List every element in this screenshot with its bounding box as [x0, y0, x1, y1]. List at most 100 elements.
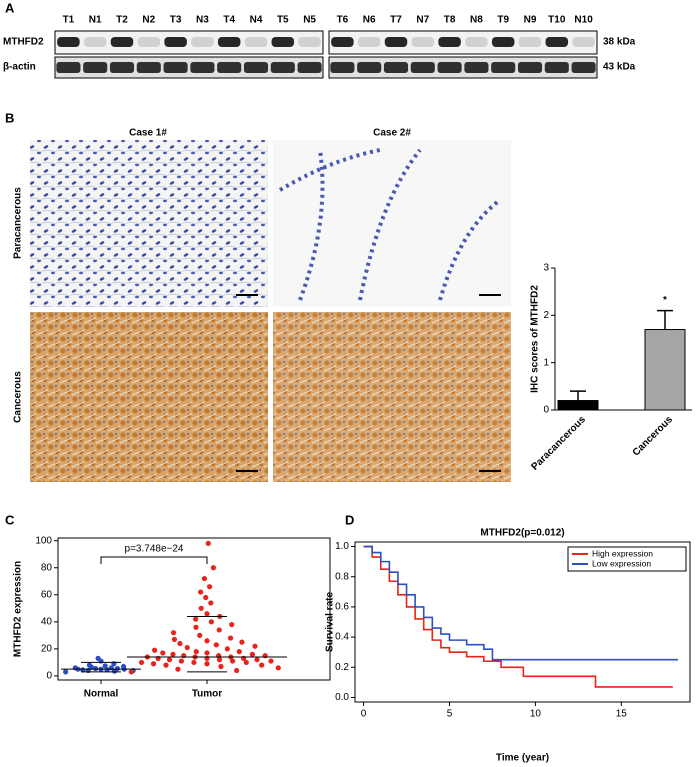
- point: [236, 649, 242, 655]
- lane-label: N10: [574, 15, 593, 26]
- point: [206, 584, 213, 590]
- band: [331, 37, 354, 47]
- point: [193, 624, 199, 630]
- band: [109, 62, 135, 73]
- band: [271, 37, 295, 47]
- band: [330, 62, 355, 73]
- bar: [644, 329, 686, 411]
- error-bar: [570, 390, 586, 401]
- ihc-image: [30, 312, 268, 482]
- band: [57, 37, 80, 47]
- annotation: p=3.748e−24: [125, 544, 184, 555]
- bracket: [100, 556, 208, 564]
- panel-label: C: [5, 512, 15, 527]
- point: [104, 667, 110, 673]
- lane-label: N1: [89, 15, 102, 26]
- point: [178, 658, 184, 664]
- point: [193, 649, 199, 655]
- y-tick-label: 0.2: [335, 662, 349, 673]
- band: [56, 62, 81, 73]
- lane-label: N5: [303, 15, 316, 26]
- y-tick-label: 2: [543, 310, 549, 321]
- band: [383, 62, 409, 73]
- lane-label: T3: [170, 15, 182, 26]
- error-bar: [657, 309, 673, 330]
- ihc-image: [273, 140, 511, 307]
- y-tick-label: 0.0: [335, 692, 349, 703]
- point: [102, 663, 108, 669]
- point: [128, 669, 134, 675]
- point: [249, 651, 255, 657]
- band: [464, 62, 489, 73]
- legend-label: Low expression: [592, 558, 651, 568]
- band: [571, 62, 596, 73]
- point: [170, 630, 177, 636]
- point: [63, 669, 69, 675]
- band: [137, 37, 161, 47]
- size-label: 38 kDa: [603, 37, 636, 48]
- point: [80, 667, 86, 673]
- y-tick-label: 60: [41, 589, 53, 600]
- case-label: Case 1#: [129, 128, 167, 139]
- point: [166, 657, 173, 663]
- point: [184, 644, 190, 651]
- ihc-image: [30, 140, 268, 307]
- point: [227, 635, 234, 641]
- lane-label: T2: [116, 15, 128, 26]
- point: [86, 662, 93, 668]
- y-tick-label: 20: [41, 644, 53, 655]
- point: [259, 662, 265, 668]
- point: [171, 636, 178, 643]
- point: [224, 646, 230, 652]
- point: [205, 540, 211, 547]
- point: [216, 627, 222, 633]
- row-label: β-actin: [3, 62, 36, 73]
- size-label: 43 kDa: [603, 62, 636, 73]
- point: [208, 600, 214, 606]
- lane-label: T1: [63, 15, 75, 26]
- y-tick-label: 0: [46, 671, 52, 682]
- point: [152, 647, 158, 653]
- point: [218, 663, 224, 670]
- lane-label: N7: [416, 15, 429, 26]
- band: [83, 37, 107, 47]
- survival-curve: [363, 545, 673, 688]
- annotation: *: [663, 295, 667, 306]
- lane-label: T7: [390, 15, 402, 26]
- point: [150, 661, 157, 667]
- band: [136, 62, 161, 73]
- band: [545, 37, 569, 47]
- point: [193, 616, 199, 622]
- band: [217, 62, 242, 73]
- band: [411, 37, 435, 47]
- x-tick-label: Normal: [84, 689, 119, 700]
- point: [198, 605, 204, 611]
- point: [114, 665, 120, 672]
- band: [384, 37, 408, 47]
- row-label: Paracancerous: [13, 187, 24, 259]
- band: [572, 37, 595, 47]
- band: [217, 37, 241, 47]
- point: [203, 594, 209, 601]
- lane-label: T8: [444, 15, 456, 26]
- point: [160, 650, 166, 656]
- point: [204, 638, 210, 644]
- y-tick-label: 0: [543, 405, 549, 416]
- lane-label: N8: [470, 15, 483, 26]
- y-tick-label: 0.8: [335, 571, 349, 582]
- band: [110, 37, 134, 47]
- band: [357, 37, 381, 47]
- lane-label: N9: [524, 15, 537, 26]
- x-label: Time (year): [496, 753, 549, 764]
- blot-frame: [54, 30, 324, 55]
- x-tick-label: Tumor: [192, 689, 222, 700]
- point: [163, 662, 169, 668]
- x-tick-label: 5: [447, 709, 453, 720]
- band: [243, 62, 269, 73]
- point: [239, 639, 245, 645]
- lane-label: N6: [363, 15, 376, 26]
- point: [191, 659, 197, 666]
- point: [230, 658, 236, 664]
- point: [175, 666, 181, 672]
- lane-label: T4: [223, 15, 235, 26]
